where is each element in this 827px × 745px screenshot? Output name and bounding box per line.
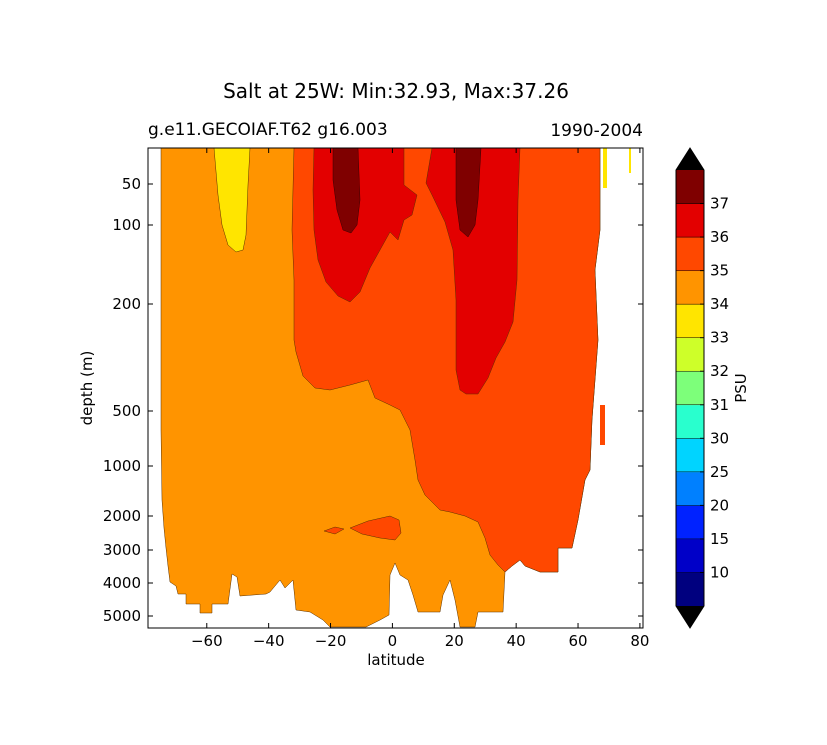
colorbar-segment: [676, 471, 704, 506]
colorbar-tick-label: 20: [710, 496, 729, 514]
region-salinity-35-36: [600, 405, 605, 445]
colorbar-tick-label: 37: [710, 195, 729, 213]
colorbar-segment: [676, 304, 704, 339]
plot-area: [160, 148, 631, 628]
colorbar-segment: [676, 337, 704, 372]
y-axis: 50 100 200 500 1000 2000 3000 4000 5000: [103, 175, 643, 625]
y-tick-label: 2000: [103, 507, 141, 525]
colorbar-segment: [676, 572, 704, 607]
x-tick-label: −40: [253, 632, 285, 650]
region-salinity-33-34: [213, 148, 251, 253]
x-tick-label: 20: [445, 632, 464, 650]
region-salinity-35-36: [349, 515, 402, 541]
colorbar-tick-label: 35: [710, 262, 729, 280]
colorbar-tick-label: 32: [710, 362, 729, 380]
y-tick-label: 4000: [103, 574, 141, 592]
subtitle-left: g.e11.GECOIAF.T62 g16.003: [148, 120, 388, 140]
region-salinity-33-34: [629, 148, 631, 173]
x-tick-label: 40: [507, 632, 526, 650]
y-tick-label: 50: [122, 175, 141, 193]
x-axis-label: latitude: [367, 651, 425, 669]
y-axis-label: depth (m): [78, 351, 96, 426]
colorbar-tick-label: 10: [710, 563, 729, 581]
y-tick-label: 5000: [103, 607, 141, 625]
colorbar-segment: [676, 538, 704, 573]
colorbar-segment: [676, 270, 704, 305]
colorbar-extend-min: [676, 606, 704, 628]
colorbar-tick-label: 15: [710, 530, 729, 548]
region-salinity-33-34: [603, 148, 607, 188]
colorbar-segment: [676, 203, 704, 238]
x-tick-label: 80: [630, 632, 649, 650]
colorbar-segment: [676, 505, 704, 540]
colorbar-tick-label: 31: [710, 396, 729, 414]
colorbar-segment: [676, 404, 704, 439]
region-salinity-36-37: [425, 148, 521, 395]
x-tick-label: −60: [191, 632, 223, 650]
subtitle-right: 1990-2004: [550, 121, 643, 141]
colorbar-tick-label: 30: [710, 429, 729, 447]
colorbar-segment: [676, 371, 704, 406]
y-tick-label: 500: [112, 402, 141, 420]
region-salinity-35-36: [323, 526, 345, 535]
y-tick-label: 3000: [103, 541, 141, 559]
colorbar-tick-label: 36: [710, 228, 729, 246]
colorbar-segment: [676, 170, 704, 204]
colorbar-tick-label: 25: [710, 463, 729, 481]
colorbar-extend-max: [676, 148, 704, 170]
x-tick-label: −20: [315, 632, 347, 650]
colorbar-label: PSU: [732, 373, 750, 403]
colorbar-tick-label: 34: [710, 295, 729, 313]
chart-title: Salt at 25W: Min:32.93, Max:37.26: [223, 79, 569, 103]
y-tick-label: 100: [112, 216, 141, 234]
axes-frame: [147, 147, 644, 629]
region-salinity-above-37: [332, 148, 361, 234]
colorbar: 10 15 20 25 30 31 32 33 34 35 36 37: [675, 147, 729, 629]
y-tick-label: 1000: [103, 457, 141, 475]
colorbar-tick-label: 33: [710, 329, 729, 347]
region-salinity-above-37: [455, 148, 482, 238]
x-tick-label: 60: [568, 632, 587, 650]
colorbar-segment: [676, 438, 704, 473]
x-tick-label: 0: [388, 632, 398, 650]
colorbar-segment: [676, 237, 704, 272]
y-tick-label: 200: [112, 295, 141, 313]
colorbar-outline: [675, 147, 705, 629]
x-axis: −60 −40 −20 0 20 40 60 80: [191, 148, 649, 650]
